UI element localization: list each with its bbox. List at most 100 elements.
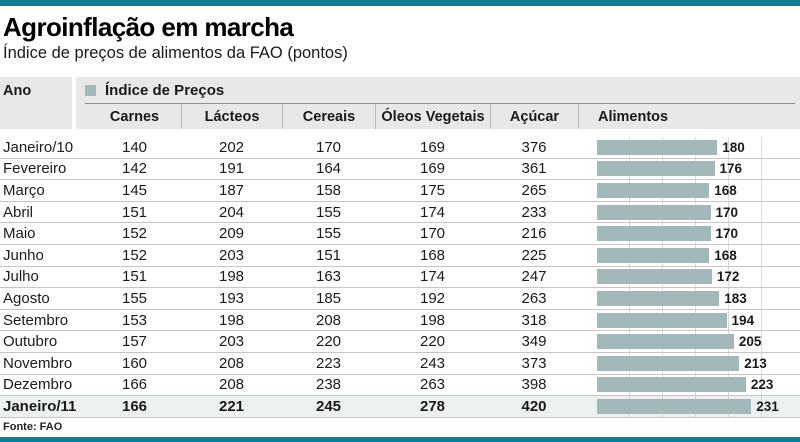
row-value: 208 — [218, 376, 245, 394]
year-column-header: Ano — [3, 83, 32, 99]
table-row: Julho 151 198 163 174 247 172 — [0, 266, 800, 289]
alimentos-bar-track: 168 — [597, 244, 794, 266]
alimentos-bar-track: 183 — [597, 288, 794, 309]
table-row: Janeiro/10 140 202 170 169 376 180 — [0, 137, 800, 159]
row-value: 208 — [218, 354, 245, 372]
row-value: 208 — [315, 311, 342, 329]
alimentos-bar — [597, 247, 710, 263]
alimentos-bar-track: 176 — [597, 158, 794, 180]
row-month: Julho — [3, 268, 39, 286]
column-header-acucar: Açúcar — [490, 104, 578, 129]
column-header-carnes: Carnes — [109, 108, 160, 125]
alimentos-bar — [597, 204, 711, 220]
row-value: 198 — [218, 268, 245, 286]
row-value: 155 — [315, 203, 342, 221]
row-value: 142 — [121, 160, 148, 178]
alimentos-value: 213 — [744, 355, 767, 371]
row-value: 238 — [315, 376, 342, 394]
row-month: Agosto — [3, 289, 50, 307]
alimentos-bar-track: 180 — [597, 137, 794, 158]
alimentos-value: 168 — [714, 182, 737, 198]
row-month: Fevereiro — [3, 160, 67, 178]
alimentos-value: 223 — [750, 377, 774, 393]
alimentos-value: 231 — [756, 398, 779, 414]
row-value: 160 — [121, 354, 148, 372]
row-value: 152 — [121, 225, 148, 243]
alimentos-bar-cell: 180 — [578, 137, 800, 158]
row-value: 170 — [419, 225, 446, 243]
alimentos-bar — [597, 269, 712, 285]
row-value: 420 — [521, 397, 547, 415]
table-row: Setembro 153 198 208 198 318 194 — [0, 309, 800, 332]
page-title: Agroinflação em marcha — [3, 12, 294, 42]
row-value: 247 — [521, 268, 547, 286]
row-value: 349 — [521, 333, 547, 351]
alimentos-value: 180 — [722, 139, 745, 155]
row-value: 202 — [218, 138, 245, 156]
alimentos-value: 168 — [714, 247, 737, 263]
alimentos-bar-cell: 194 — [578, 309, 800, 331]
top-accent-rule — [0, 0, 800, 6]
row-value: 203 — [218, 333, 245, 351]
alimentos-bar-track: 213 — [597, 352, 794, 374]
row-value: 220 — [419, 333, 446, 351]
alimentos-bar — [597, 312, 727, 328]
alimentos-bar — [597, 226, 711, 242]
table-row: Outubro 157 203 220 220 349 205 — [0, 331, 800, 353]
column-header-lacteos: Lácteos — [181, 104, 282, 129]
row-value: 151 — [315, 246, 342, 264]
row-value: 187 — [218, 181, 245, 199]
table-row: Dezembro 166 208 238 263 398 223 — [0, 374, 800, 397]
alimentos-bar — [597, 290, 720, 306]
alimentos-value: 176 — [719, 161, 743, 177]
alimentos-bar-track: 170 — [597, 201, 794, 223]
row-value: 175 — [419, 181, 446, 199]
row-value: 198 — [419, 311, 446, 329]
table-header: Ano Índice de Preços Carnes Lácteos Cere… — [0, 77, 800, 129]
row-value: 192 — [419, 289, 446, 307]
alimentos-bar — [597, 334, 734, 350]
row-month: Abril — [3, 203, 34, 221]
row-month: Março — [3, 181, 45, 199]
alimentos-bar-track: 223 — [597, 374, 794, 396]
alimentos-bar — [597, 398, 752, 414]
row-month: Novembro — [3, 354, 73, 372]
row-value: 233 — [521, 203, 547, 221]
row-value: 169 — [419, 160, 446, 178]
alimentos-bar-cell: 168 — [578, 180, 800, 201]
row-value: 263 — [419, 376, 446, 394]
row-value: 216 — [521, 225, 547, 243]
row-value: 140 — [121, 138, 148, 156]
alimentos-bar — [597, 139, 718, 155]
table-row: Março 145 187 158 175 265 168 — [0, 180, 800, 202]
row-month: Setembro — [3, 311, 69, 329]
page-subtitle: Índice de preços de alimentos da FAO (po… — [3, 44, 348, 62]
row-month: Outubro — [3, 333, 58, 351]
alimentos-bar — [597, 355, 740, 371]
row-value: 153 — [121, 311, 148, 329]
row-value: 361 — [521, 160, 547, 178]
group-header-rule — [85, 103, 795, 104]
alimentos-bar-cell: 205 — [578, 331, 800, 352]
row-value: 174 — [419, 203, 446, 221]
alimentos-bar-cell: 176 — [578, 158, 800, 180]
alimentos-bar-cell: 231 — [578, 396, 800, 417]
title-block: Agroinflação em marcha Índice de preços … — [0, 6, 800, 63]
row-value: 151 — [121, 268, 148, 286]
table-body: Janeiro/10 140 202 170 169 376 180 Fever… — [0, 137, 800, 418]
row-value: 265 — [521, 181, 547, 199]
row-value: 198 — [218, 311, 245, 329]
row-month: Janeiro/11 — [3, 397, 77, 415]
group-header: Índice de Preços — [85, 82, 224, 99]
row-value: 151 — [121, 203, 148, 221]
row-value: 398 — [521, 376, 547, 394]
row-value: 155 — [315, 225, 342, 243]
row-month: Maio — [3, 225, 36, 243]
row-value: 193 — [218, 289, 245, 307]
alimentos-bar-track: 205 — [597, 331, 794, 352]
alimentos-value: 170 — [715, 204, 739, 220]
alimentos-bar-cell: 168 — [578, 244, 800, 266]
table-row: Novembro 160 208 223 243 373 213 — [0, 352, 800, 375]
row-value: 278 — [419, 397, 446, 415]
column-header-cereais: Cereais — [282, 104, 375, 129]
